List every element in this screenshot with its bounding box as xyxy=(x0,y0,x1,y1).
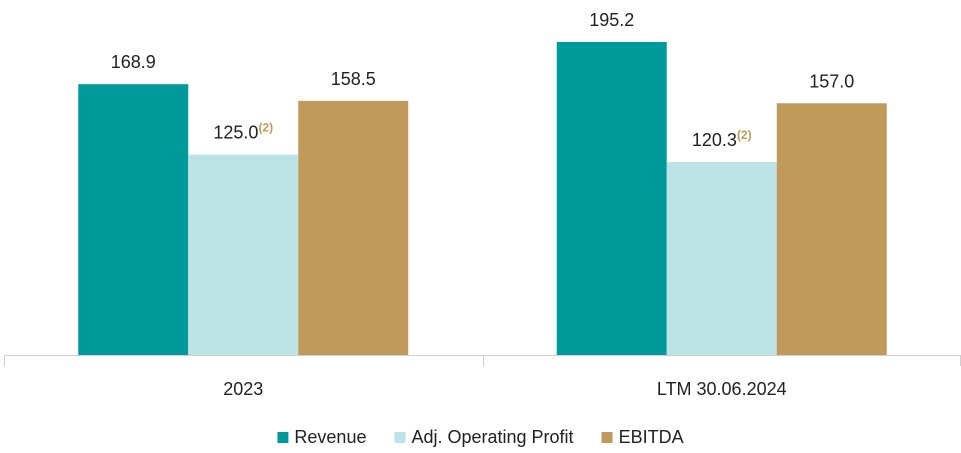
data-label: 157.0 xyxy=(809,71,854,91)
footnote-marker: (2) xyxy=(258,121,273,135)
legend-item: Revenue xyxy=(277,427,366,447)
data-label: 168.9 xyxy=(111,52,156,72)
data-label-value: 157.0 xyxy=(809,71,854,91)
bar xyxy=(776,103,887,355)
legend-label: EBITDA xyxy=(619,427,684,447)
data-label: 195.2 xyxy=(589,10,634,30)
footnote-marker: (2) xyxy=(737,128,752,142)
legend-swatch xyxy=(601,432,613,443)
x-tick-label: LTM 30.06.2024 xyxy=(657,379,787,399)
data-label: 120.3(2) xyxy=(692,128,752,150)
legend-swatch xyxy=(394,432,406,443)
legend-swatch xyxy=(277,432,289,443)
legend-label: Revenue xyxy=(294,427,366,447)
bar xyxy=(666,162,777,355)
data-label: 158.5 xyxy=(331,69,376,89)
data-label-value: 125.0 xyxy=(213,123,258,143)
bar xyxy=(556,42,667,355)
bar xyxy=(188,154,299,355)
bar xyxy=(298,100,409,356)
legend-label: Adj. Operating Profit xyxy=(411,427,573,447)
data-label-value: 195.2 xyxy=(589,10,634,30)
data-label-value: 158.5 xyxy=(331,69,376,89)
bar xyxy=(78,84,189,355)
legend-item: EBITDA xyxy=(601,427,684,447)
x-tick-label: 2023 xyxy=(223,379,263,399)
legend-item: Adj. Operating Profit xyxy=(394,427,574,447)
data-label-value: 168.9 xyxy=(111,52,156,72)
data-label: 125.0(2) xyxy=(213,121,273,143)
data-label-value: 120.3 xyxy=(692,130,737,150)
